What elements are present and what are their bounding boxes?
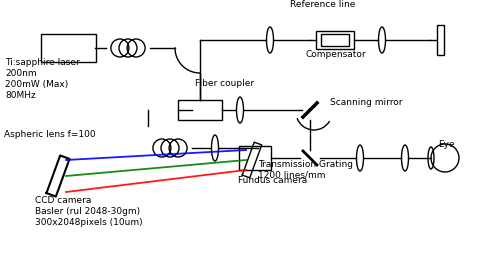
Text: Ti:sapphire laser
200nm
200mW (Max)
80MHz: Ti:sapphire laser 200nm 200mW (Max) 80MH…: [5, 58, 80, 100]
Text: Reference line: Reference line: [290, 0, 355, 9]
Text: Compensator: Compensator: [305, 50, 366, 59]
Text: Transmission Grating
1200 lines/mm: Transmission Grating 1200 lines/mm: [258, 160, 353, 179]
Text: Scanning mirror: Scanning mirror: [330, 98, 403, 107]
Text: Fiber coupler: Fiber coupler: [195, 79, 254, 88]
Text: Aspheric lens f=100: Aspheric lens f=100: [4, 130, 96, 139]
Text: Eye: Eye: [438, 140, 455, 149]
Bar: [321, 34, 349, 46]
Bar: [436, 25, 444, 55]
Bar: [316, 31, 354, 49]
Text: Fundus camera: Fundus camera: [238, 176, 307, 185]
Bar: [40, 34, 96, 62]
Text: CCD camera
Basler (rul 2048-30gm)
300x2048pixels (10um): CCD camera Basler (rul 2048-30gm) 300x20…: [35, 196, 143, 227]
Bar: [239, 146, 271, 170]
Bar: [178, 100, 222, 120]
